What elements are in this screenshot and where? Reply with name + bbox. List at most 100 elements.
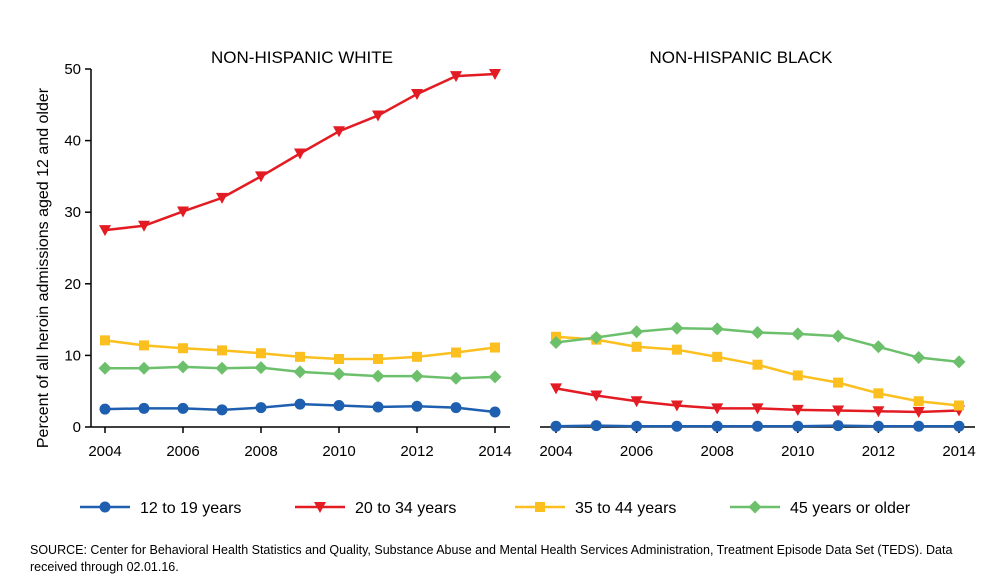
data-point bbox=[913, 420, 925, 432]
data-point bbox=[412, 351, 422, 362]
legend-marker bbox=[748, 500, 762, 514]
data-point bbox=[589, 331, 603, 344]
x-tick-label: 2010 bbox=[781, 443, 814, 460]
data-point bbox=[255, 171, 267, 183]
data-point bbox=[871, 340, 885, 354]
x-tick-group-right: 2004 2006 2008 2010 2012 2014 bbox=[539, 427, 976, 460]
data-point bbox=[99, 225, 111, 237]
data-point bbox=[138, 402, 150, 414]
data-point bbox=[100, 335, 110, 346]
y-tick-group: 0 10 20 30 40 50 bbox=[64, 61, 91, 436]
data-point bbox=[590, 420, 602, 432]
data-point bbox=[631, 341, 642, 352]
data-point bbox=[630, 396, 643, 408]
data-point bbox=[832, 420, 844, 432]
data-point bbox=[293, 365, 307, 379]
legend-marker bbox=[314, 502, 326, 513]
data-point bbox=[670, 400, 683, 412]
data-point bbox=[831, 329, 845, 343]
data-point bbox=[671, 344, 682, 355]
data-point bbox=[217, 345, 227, 356]
data-point bbox=[872, 420, 884, 432]
data-point bbox=[631, 420, 643, 432]
data-point bbox=[752, 359, 763, 370]
data-point bbox=[670, 321, 684, 335]
y-axis-label: Percent of all heroin admissions aged 12… bbox=[35, 87, 52, 448]
data-point bbox=[255, 402, 267, 414]
y-tick-label: 0 bbox=[73, 419, 81, 436]
data-point bbox=[711, 403, 724, 415]
data-point bbox=[334, 353, 344, 364]
data-point bbox=[953, 420, 965, 432]
data-point bbox=[873, 388, 884, 399]
y-tick-label: 10 bbox=[64, 347, 81, 364]
data-point bbox=[177, 402, 189, 414]
data-point bbox=[411, 89, 423, 101]
y-tick-label: 30 bbox=[64, 204, 81, 221]
data-point bbox=[256, 348, 266, 359]
data-point bbox=[489, 69, 501, 81]
data-point bbox=[490, 342, 500, 353]
left-panel-axes bbox=[90, 69, 510, 428]
x-tick-group-left: 2004 2006 2008 2010 2012 2014 bbox=[88, 427, 512, 460]
data-point bbox=[792, 420, 804, 432]
x-tick-label: 2008 bbox=[701, 443, 734, 460]
data-point bbox=[791, 327, 805, 341]
data-point bbox=[751, 403, 764, 415]
data-point bbox=[138, 220, 150, 232]
data-point bbox=[590, 390, 603, 402]
x-tick-label: 2012 bbox=[862, 443, 895, 460]
data-point bbox=[216, 404, 228, 416]
legend-label: 20 to 34 years bbox=[355, 500, 456, 517]
x-tick-label: 2014 bbox=[478, 443, 511, 460]
x-tick-label: 2004 bbox=[88, 443, 121, 460]
data-point bbox=[371, 369, 385, 383]
data-point bbox=[139, 340, 149, 351]
y-tick-label: 50 bbox=[64, 61, 81, 78]
data-point bbox=[216, 192, 228, 204]
data-point bbox=[99, 403, 111, 415]
x-tick-label: 2010 bbox=[322, 443, 355, 460]
data-point bbox=[550, 383, 562, 395]
data-point bbox=[752, 420, 763, 432]
data-point bbox=[550, 420, 562, 432]
data-point bbox=[489, 406, 501, 418]
data-point bbox=[410, 369, 424, 383]
source-note: SOURCE: Center for Behavioral Health Sta… bbox=[30, 543, 953, 574]
x-tick-label: 2008 bbox=[244, 443, 277, 460]
plot-area-right bbox=[549, 321, 966, 432]
data-point bbox=[711, 420, 723, 432]
data-point bbox=[372, 110, 384, 122]
data-point bbox=[792, 370, 803, 381]
data-point bbox=[333, 400, 345, 412]
legend-marker bbox=[535, 502, 545, 512]
data-point bbox=[176, 360, 190, 374]
legend-label: 45 years or older bbox=[790, 500, 911, 517]
legend-marker bbox=[99, 501, 111, 513]
y-tick-label: 40 bbox=[64, 133, 81, 150]
data-point bbox=[549, 336, 563, 350]
data-point bbox=[178, 343, 188, 354]
data-point bbox=[488, 370, 502, 384]
x-tick-label: 2014 bbox=[942, 443, 975, 460]
data-point bbox=[451, 347, 461, 358]
y-tick-label: 20 bbox=[64, 276, 81, 293]
x-tick-label: 2004 bbox=[539, 443, 572, 460]
data-point bbox=[333, 126, 345, 138]
panel-title-left: NON-HISPANIC WHITE bbox=[211, 48, 393, 67]
data-point bbox=[177, 206, 189, 218]
data-point bbox=[952, 355, 966, 369]
data-point bbox=[791, 404, 804, 416]
data-point bbox=[630, 325, 644, 339]
data-point bbox=[912, 406, 925, 418]
data-point bbox=[449, 371, 463, 385]
data-point bbox=[954, 400, 964, 411]
data-point bbox=[411, 400, 423, 412]
data-point bbox=[671, 420, 683, 432]
data-point bbox=[751, 325, 764, 339]
data-point bbox=[712, 351, 723, 362]
data-point bbox=[295, 351, 305, 362]
series-line bbox=[555, 335, 960, 407]
x-tick-label: 2012 bbox=[400, 443, 433, 460]
data-point bbox=[710, 322, 724, 336]
